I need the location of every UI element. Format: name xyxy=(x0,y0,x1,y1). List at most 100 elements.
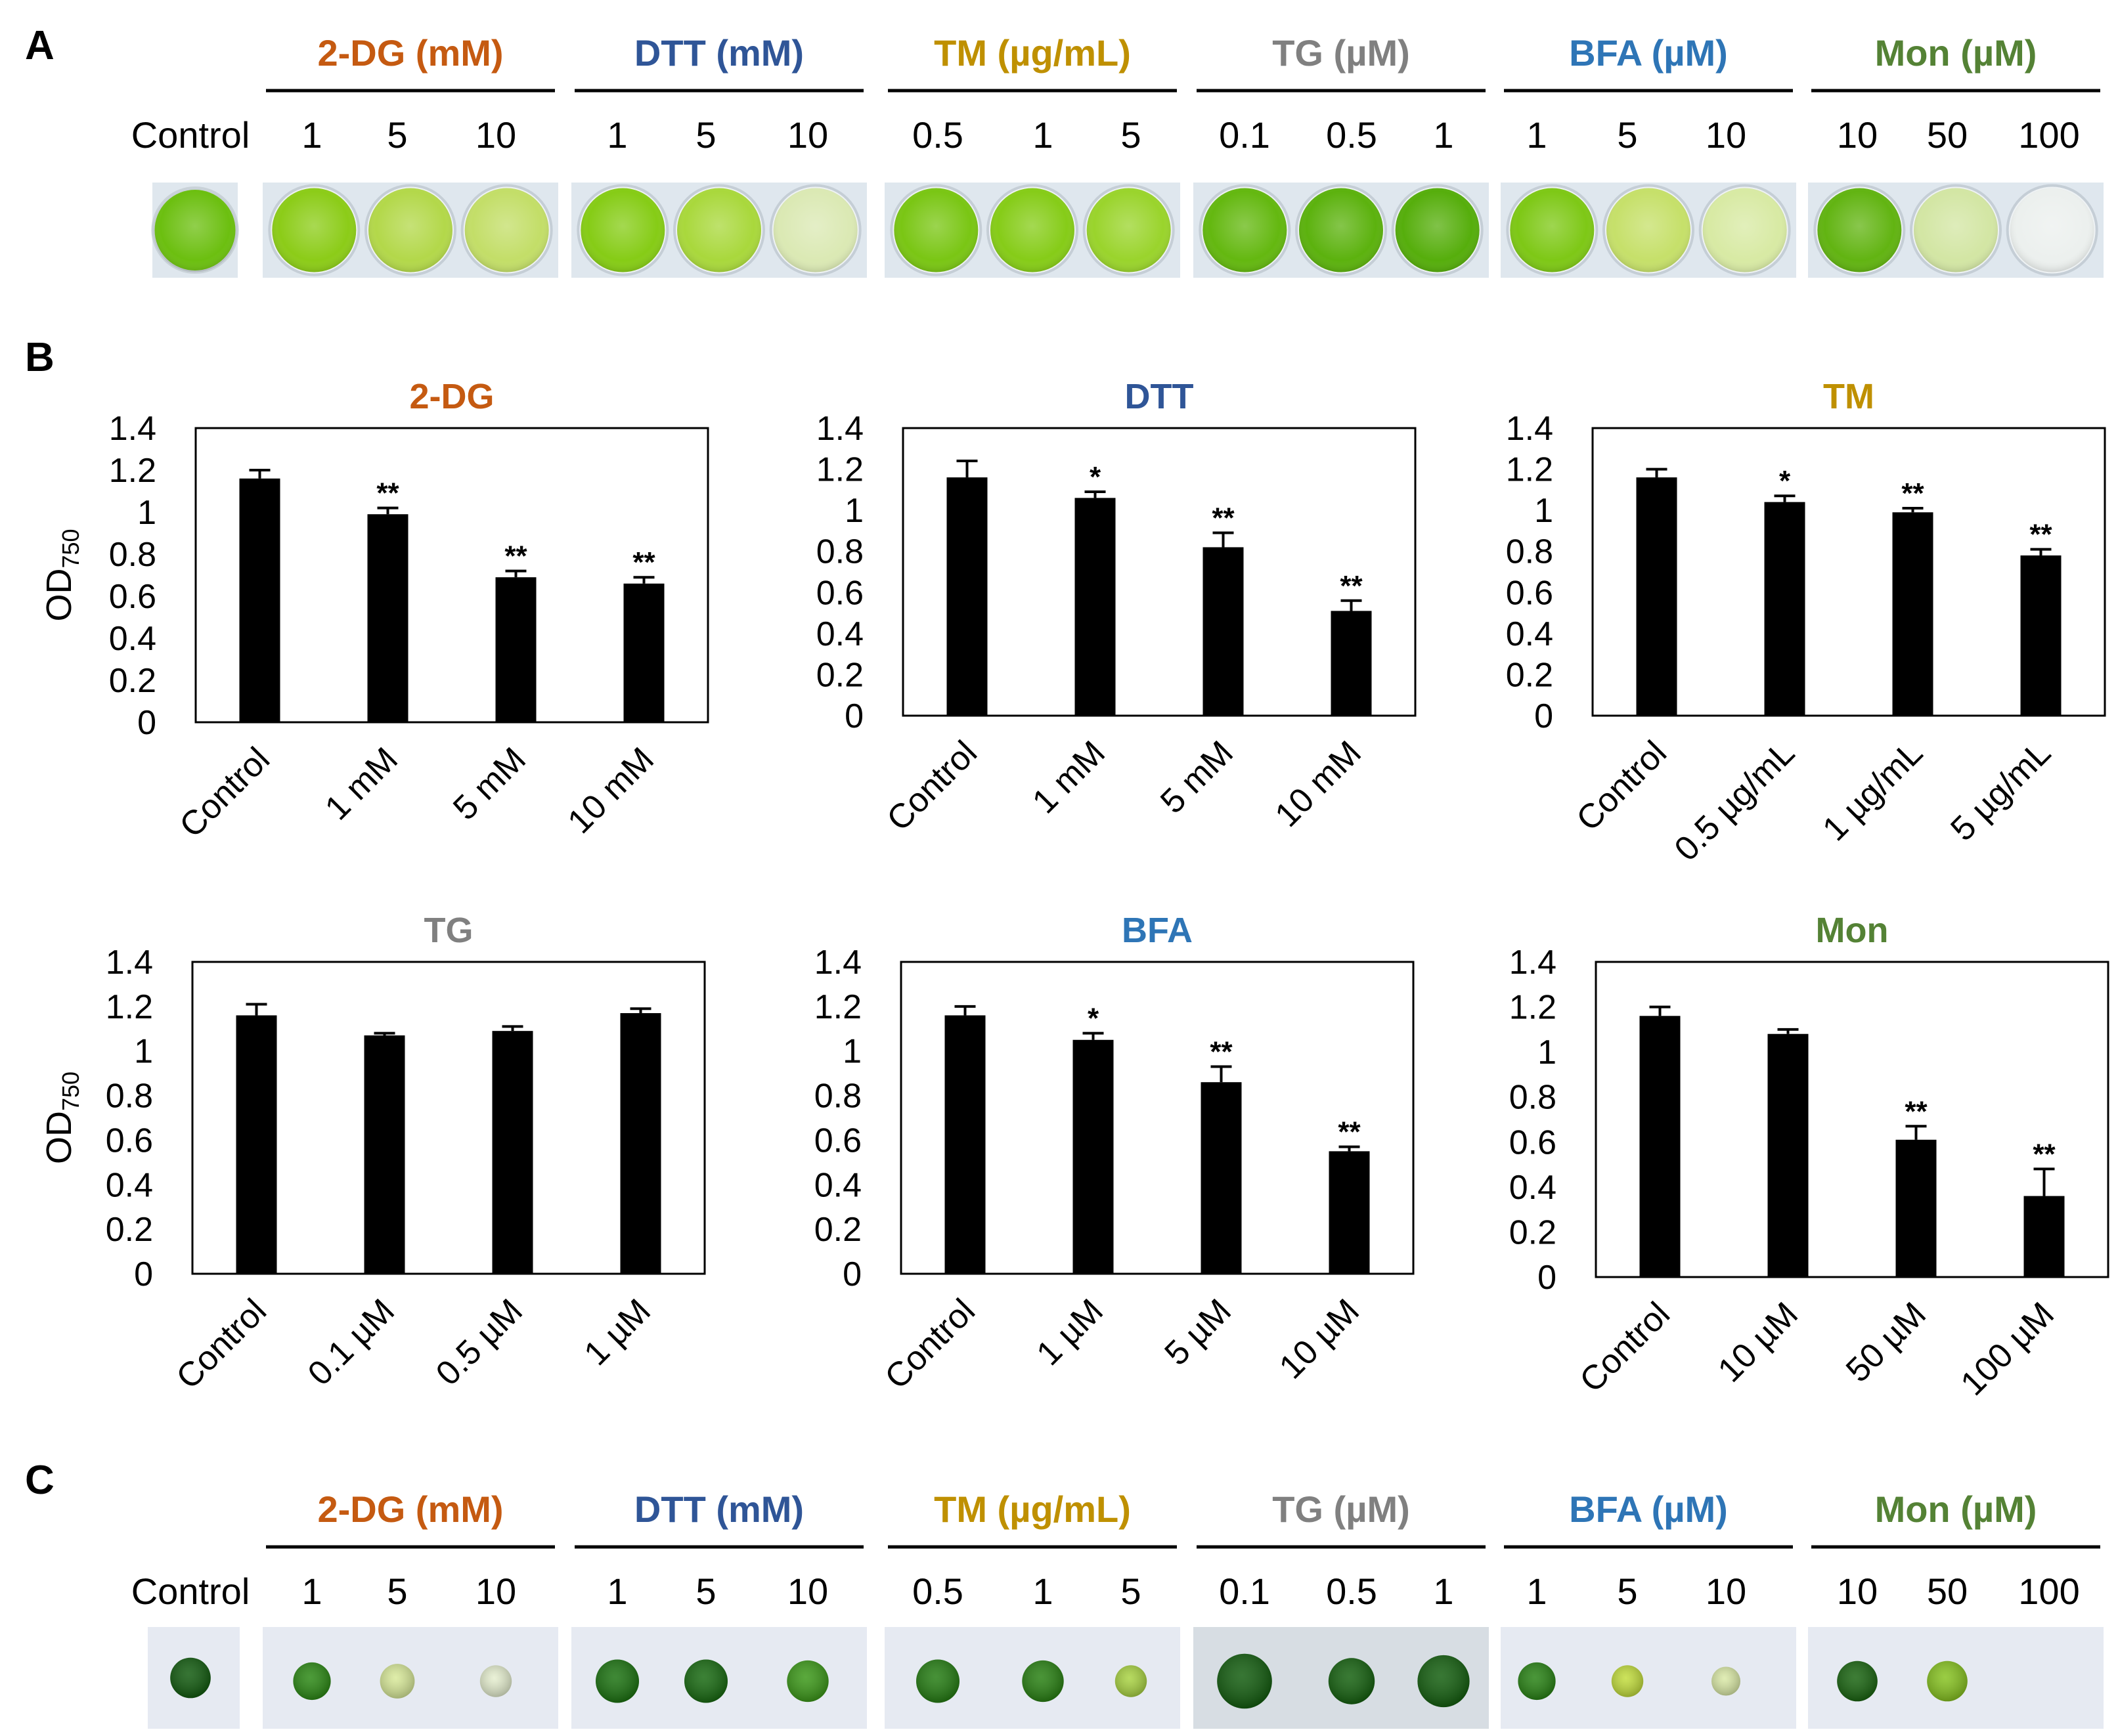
bar-2-dg-1 xyxy=(367,514,408,722)
y-axis-label: OD750 xyxy=(39,1072,84,1164)
y-tick-label: 1 xyxy=(1534,492,1553,530)
spot-shading xyxy=(479,1665,512,1697)
concentration-label: 1 xyxy=(1526,114,1547,156)
spot-shading xyxy=(1114,1665,1147,1697)
chart-title-mon: Mon xyxy=(1816,911,1889,950)
plot-frame xyxy=(194,427,709,724)
well-shading xyxy=(990,188,1074,272)
bar-bfa-2 xyxy=(1201,1082,1242,1274)
bar-dtt-2 xyxy=(1202,547,1244,716)
x-tick-label: Control xyxy=(879,733,984,838)
y-tick-label: 1.4 xyxy=(1509,944,1556,982)
bar-2-dg-3 xyxy=(623,583,665,722)
y-tick-label: 1.2 xyxy=(816,451,864,489)
bar-chart-bfa: BFA 0 0.2 0.4 0.6 0.8 1 1.2 1.4 Control * 1 µM ** 5 µ… xyxy=(814,911,1415,1397)
y-tick-label: 0 xyxy=(1534,697,1553,735)
bar-bfa-0 xyxy=(944,1015,986,1274)
x-tick-label: 5 mM xyxy=(446,740,533,827)
significance-mark: ** xyxy=(1212,502,1235,534)
panel-b-bar-charts: 2-DG00.20.40.60.811.21.4OD750Control**1 … xyxy=(39,377,2109,1403)
x-tick-label: 100 µM xyxy=(1954,1295,2062,1402)
spot-shading xyxy=(1328,1658,1375,1704)
y-tick-label: 0.8 xyxy=(816,533,864,571)
y-tick-label: 0 xyxy=(134,1255,153,1293)
x-tick-label: 1 µM xyxy=(577,1291,658,1373)
bar-dtt-1 xyxy=(1074,498,1116,716)
spot-shading xyxy=(170,1657,211,1699)
y-tick-label: 1.4 xyxy=(816,410,864,448)
concentration-label: 1 xyxy=(607,114,627,156)
group-title-tm: TM (µg/mL) xyxy=(934,1488,1131,1530)
concentration-label: 50 xyxy=(1927,114,1968,156)
y-tick-label: 0.4 xyxy=(106,1166,153,1204)
well-shading xyxy=(1395,188,1480,272)
well-shading xyxy=(773,188,858,272)
chart-title-2-dg: 2-DG xyxy=(409,377,494,416)
well-shading xyxy=(2010,188,2094,272)
spot-shading xyxy=(1611,1665,1644,1697)
well-shading xyxy=(1202,188,1287,272)
concentration-label: 100 xyxy=(2018,1571,2079,1612)
concentration-label: 5 xyxy=(387,114,407,156)
well-shading xyxy=(272,188,357,272)
spot-shading xyxy=(596,1659,639,1703)
panel-label-c: C xyxy=(25,1458,55,1503)
bar-tm-1 xyxy=(1764,502,1805,716)
plot-frame xyxy=(900,961,1415,1275)
concentration-label: 10 xyxy=(475,114,516,156)
x-tick-label: Control xyxy=(172,740,277,845)
spot-shading xyxy=(1417,1655,1470,1708)
well-shading xyxy=(464,188,549,272)
bar-2-dg-0 xyxy=(239,478,280,722)
y-tick-label: 0.6 xyxy=(109,578,156,616)
spot-shading xyxy=(1837,1660,1878,1702)
well-shading xyxy=(677,188,761,272)
plot-frame xyxy=(191,961,706,1275)
y-tick-label: 0.4 xyxy=(1506,615,1553,653)
concentration-label: 5 xyxy=(695,1571,716,1612)
y-tick-label: 1.2 xyxy=(814,988,862,1026)
bar-mon-2 xyxy=(1895,1139,1937,1277)
y-tick-label: 1 xyxy=(845,492,864,530)
group-title-bfa: BFA (µM) xyxy=(1569,1488,1728,1530)
group-title-dtt: DTT (mM) xyxy=(634,1488,804,1530)
y-tick-label: 0.2 xyxy=(1509,1213,1556,1251)
y-axis-label-subscript: 750 xyxy=(57,529,84,568)
concentration-label: 10 xyxy=(1837,1571,1878,1612)
concentration-label: 1 xyxy=(1032,1571,1053,1612)
y-tick-label: 0.4 xyxy=(816,615,864,653)
control-label: Control xyxy=(131,114,250,156)
concentration-label: 0.5 xyxy=(1326,114,1377,156)
y-tick-label: 0.6 xyxy=(1506,574,1553,612)
x-tick-label: 1 µM xyxy=(1029,1291,1111,1373)
bar-mon-0 xyxy=(1639,1016,1681,1277)
concentration-label: 0.5 xyxy=(912,114,963,156)
x-tick-label: 1 mM xyxy=(1025,733,1113,821)
x-tick-label: 5 µM xyxy=(1157,1291,1239,1373)
x-tick-label: 0.5 µg/mL xyxy=(1667,733,1802,868)
x-tick-label: 10 µM xyxy=(1711,1295,1805,1389)
concentration-label: 0.5 xyxy=(912,1571,963,1612)
y-tick-label: 1 xyxy=(134,1033,153,1071)
concentration-label: 10 xyxy=(1706,114,1746,156)
x-tick-label: Control xyxy=(169,1291,274,1397)
y-tick-label: 1.4 xyxy=(106,944,153,982)
y-axis-label: OD750 xyxy=(39,529,84,621)
concentration-label: 0.1 xyxy=(1219,1571,1270,1612)
y-tick-label: 1.4 xyxy=(109,410,156,448)
concentration-label: 1 xyxy=(1433,114,1453,156)
x-tick-label: 10 mM xyxy=(561,740,661,840)
y-axis-label-subscript: 750 xyxy=(57,1072,84,1111)
x-tick-label: 5 mM xyxy=(1153,733,1241,821)
concentration-label: 10 xyxy=(787,114,828,156)
bar-dtt-3 xyxy=(1331,611,1372,716)
y-tick-label: 1.2 xyxy=(106,988,153,1026)
bar-tm-0 xyxy=(1636,477,1677,716)
concentration-label: 1 xyxy=(301,1571,322,1612)
significance-mark: ** xyxy=(1340,570,1363,602)
concentration-label: 5 xyxy=(387,1571,407,1612)
bar-bfa-1 xyxy=(1072,1039,1114,1274)
well-shading xyxy=(1606,188,1690,272)
significance-mark: * xyxy=(1090,461,1101,493)
